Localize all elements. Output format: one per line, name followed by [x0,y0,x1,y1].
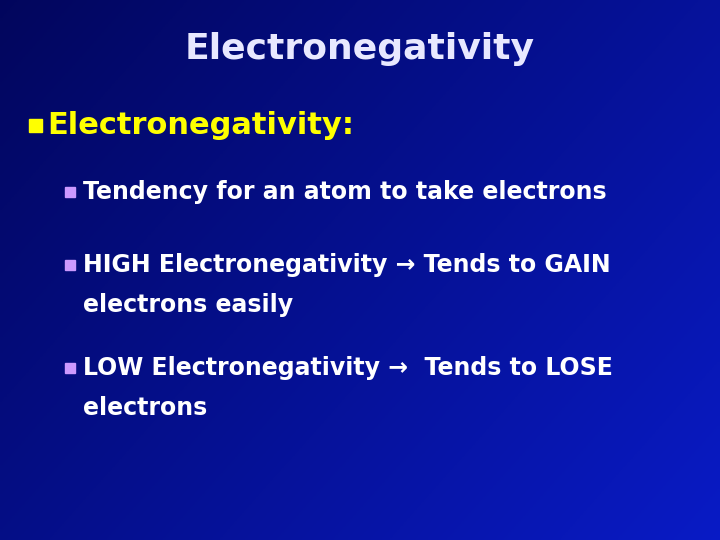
Text: Electronegativity: Electronegativity [185,32,535,65]
Text: LOW Electronegativity →  Tends to LOSE: LOW Electronegativity → Tends to LOSE [83,355,613,380]
Text: Electronegativity:: Electronegativity: [47,111,354,140]
Text: electrons: electrons [83,396,207,420]
Text: electrons easily: electrons easily [83,293,293,317]
Bar [65,187,75,197]
Bar [65,362,75,373]
Text: Tendency for an atom to take electrons: Tendency for an atom to take electrons [83,180,606,204]
Text: HIGH Electronegativity → Tends to GAIN: HIGH Electronegativity → Tends to GAIN [83,253,611,277]
Bar [65,260,75,270]
Bar [29,119,42,132]
